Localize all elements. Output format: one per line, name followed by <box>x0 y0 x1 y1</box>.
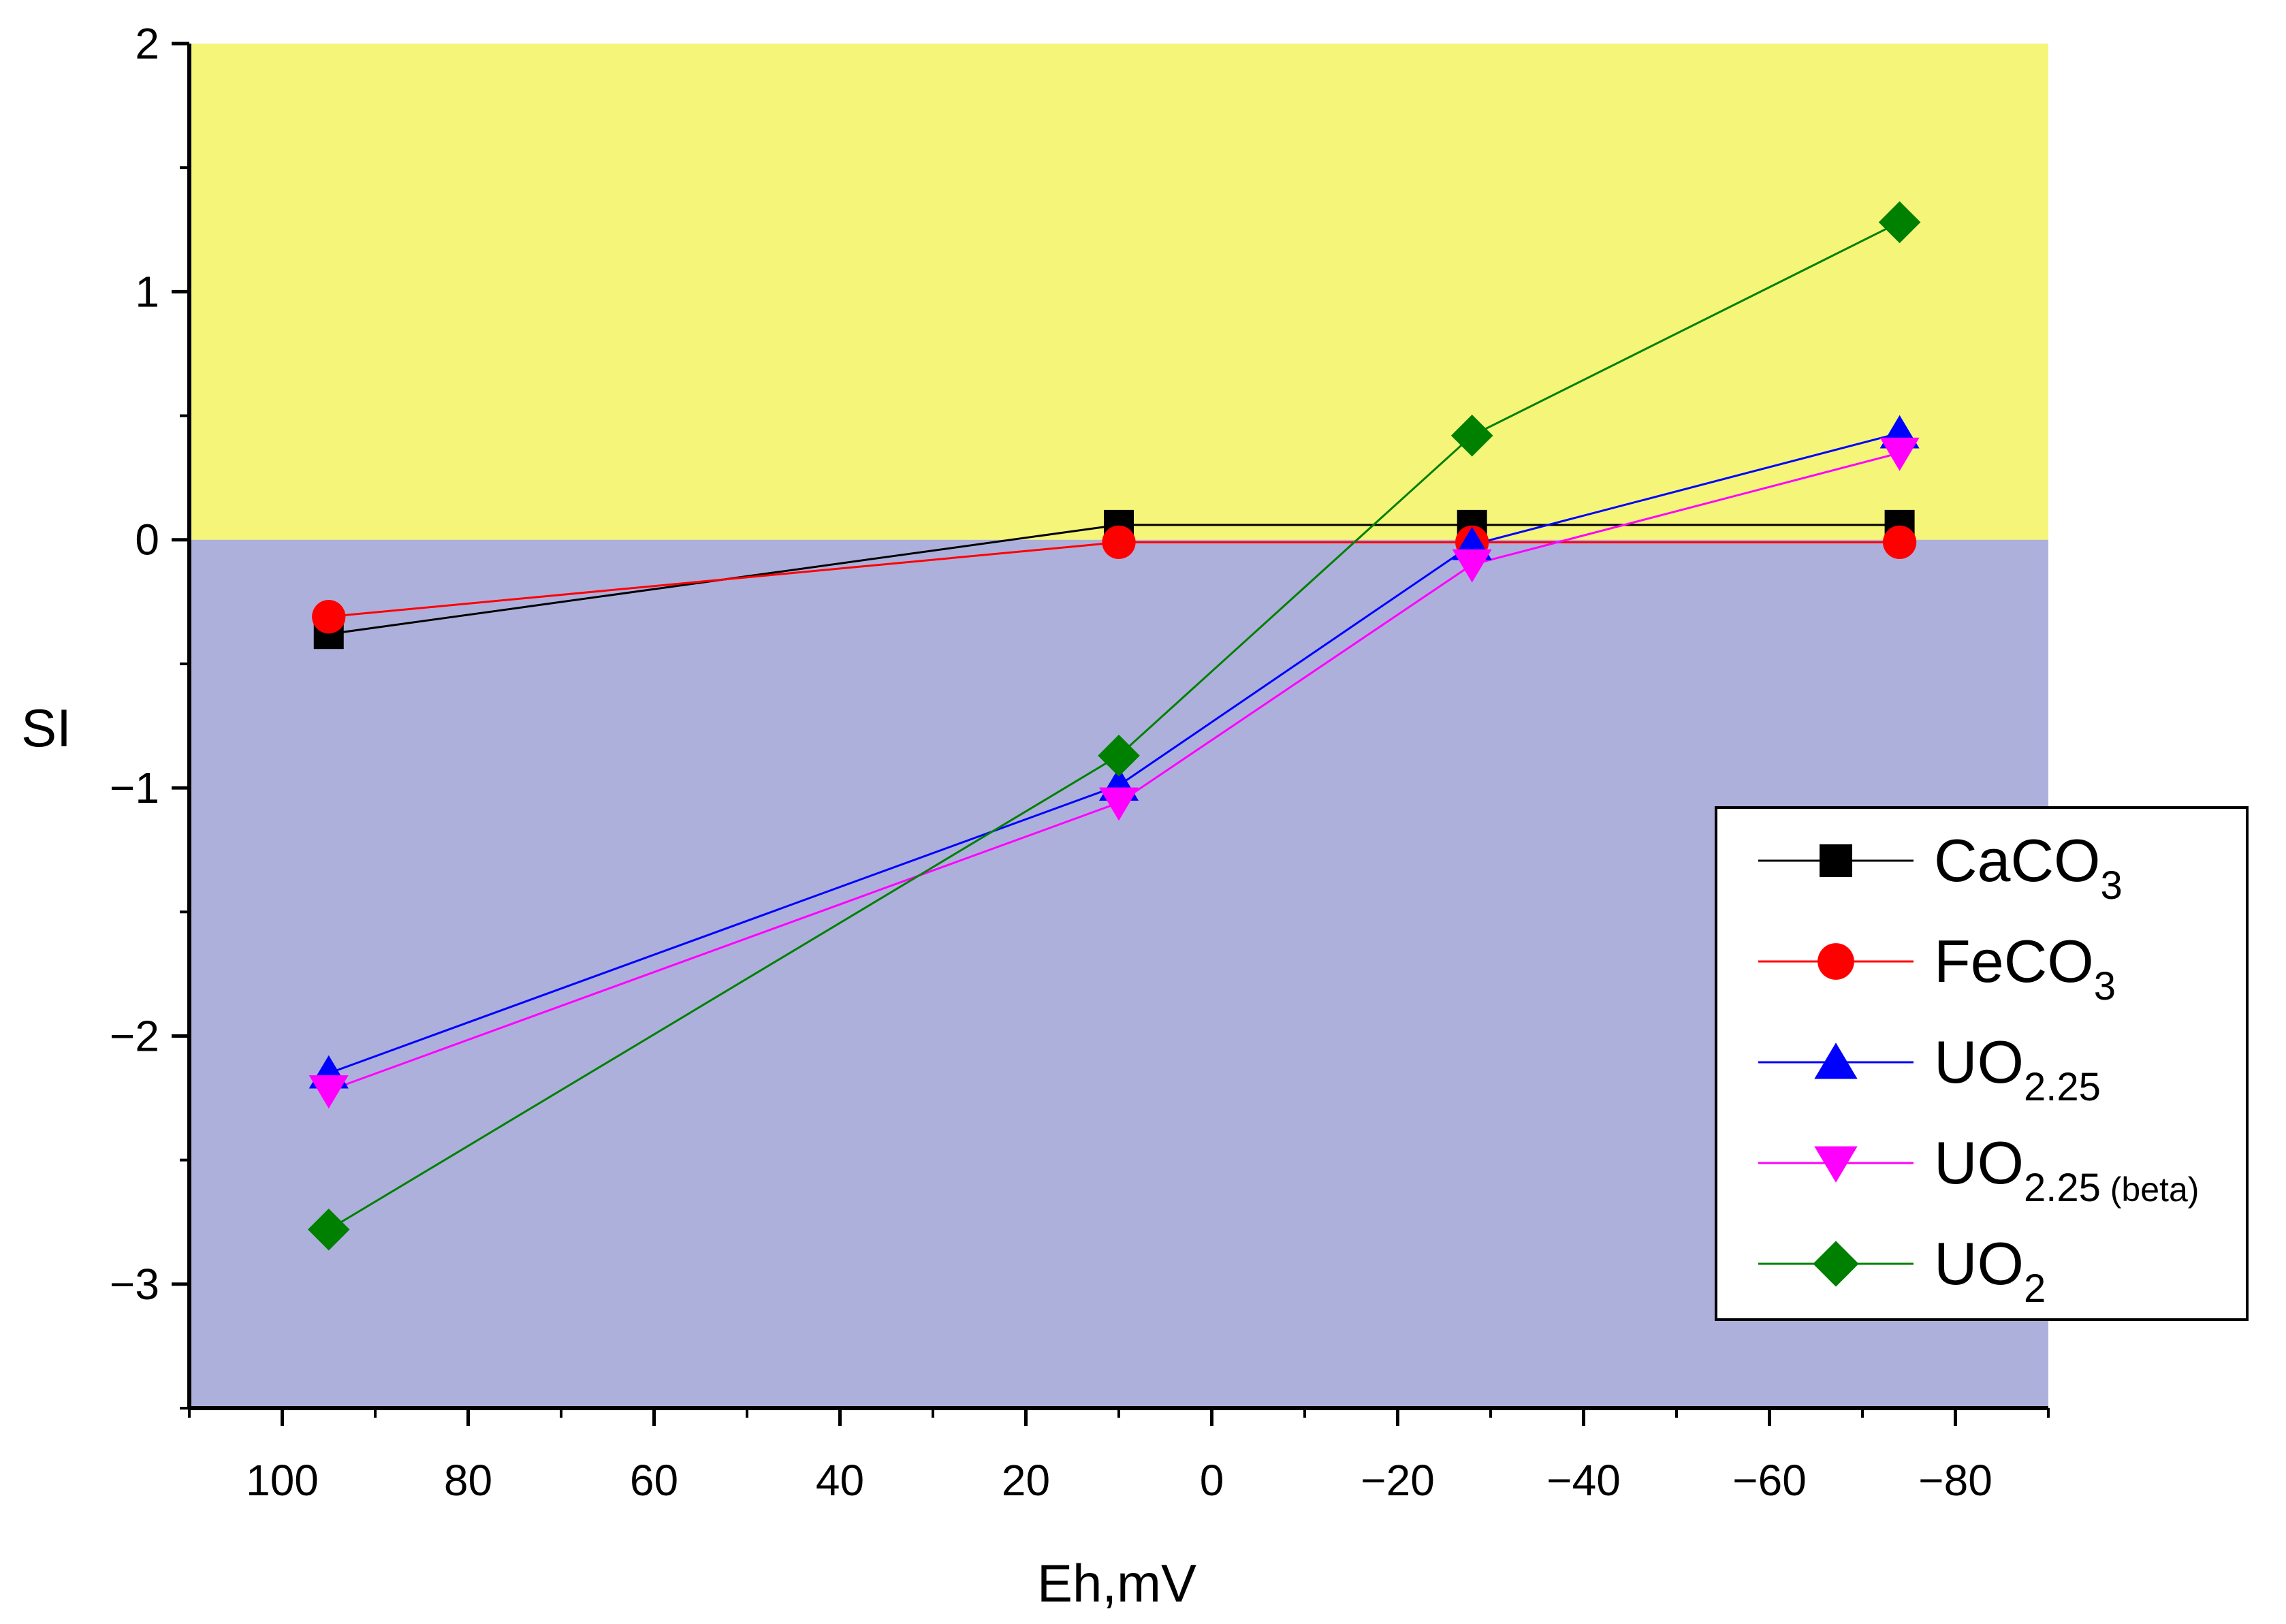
series-line-1 <box>328 541 1900 618</box>
legend-label-subscript: 3 <box>2101 863 2123 908</box>
legend-frame <box>1715 806 2249 1321</box>
x-tick-label: 60 <box>630 1456 678 1505</box>
series-markers <box>307 201 1921 1251</box>
y-tick-label: 2 <box>135 19 159 68</box>
y-tick-label: −3 <box>110 1260 159 1309</box>
series-line-3 <box>328 451 1900 1092</box>
legend-label: CaCO3 <box>1934 827 2123 908</box>
data-point-4-0 <box>307 1208 350 1251</box>
legend-label-subscript: 2.25 <box>2024 1166 2101 1210</box>
legend-marker <box>1814 1146 1858 1183</box>
y-axis-ticks: 2 1 0 −1 −2 −3 <box>110 19 189 1410</box>
x-tick-label: 40 <box>816 1456 864 1505</box>
data-point-4-2 <box>1450 414 1493 457</box>
x-tick-label: 20 <box>1002 1456 1050 1505</box>
y-tick-label: −2 <box>110 1011 159 1060</box>
x-tick-label: −20 <box>1361 1456 1435 1505</box>
legend-label: UO2.25 (beta) <box>1934 1129 2199 1210</box>
legend-label-subscript: 2.25 <box>2024 1065 2101 1109</box>
x-tick-label: −60 <box>1732 1456 1807 1505</box>
legend-marker <box>1814 1042 1858 1079</box>
legend-label-subscript: 2 <box>2024 1267 2046 1311</box>
series-lines <box>328 221 1901 1230</box>
y-tick-label: 1 <box>135 267 159 316</box>
legend-label-main: UO <box>1934 1129 2024 1196</box>
x-axis-ticks: 100 80 60 40 20 0 −20 −40 −60 −80 <box>188 1408 2050 1505</box>
data-point-3-2 <box>1452 549 1492 583</box>
series-line-4 <box>328 221 1901 1230</box>
legend-label-main: FeCO <box>1934 927 2094 995</box>
legend-label-subscript: 3 <box>2094 964 2116 1008</box>
data-point-1-0 <box>312 600 346 634</box>
legend-marker <box>1813 1241 1859 1287</box>
legend-label: FeCO3 <box>1934 927 2116 1008</box>
y-tick-label: −1 <box>110 763 159 812</box>
y-axis-title: SI <box>21 698 72 758</box>
x-tick-label: −40 <box>1546 1456 1621 1505</box>
data-point-3-3 <box>1879 437 1920 471</box>
legend-marker <box>1817 943 1854 980</box>
legend-label: UO2.25 <box>1934 1028 2101 1109</box>
data-point-1-3 <box>1882 525 1917 560</box>
legend-label-main: UO <box>1934 1028 2024 1096</box>
data-point-4-3 <box>1878 201 1921 244</box>
data-point-3-1 <box>1098 787 1139 821</box>
series-line-2 <box>328 432 1900 1074</box>
legend-marker <box>1820 844 1852 877</box>
x-tick-label: −80 <box>1918 1456 1993 1505</box>
x-tick-label: 0 <box>1200 1456 1224 1505</box>
legend-label-subscript-note: (beta) <box>2101 1171 2200 1209</box>
data-point-1-1 <box>1102 525 1136 560</box>
x-axis-title: Eh,mV <box>1037 1553 1196 1613</box>
region-supersaturated <box>189 44 2048 540</box>
data-point-3-0 <box>308 1075 349 1109</box>
legend-label-main: CaCO <box>1934 827 2101 894</box>
legend-label-main: UO <box>1934 1230 2024 1297</box>
y-tick-label: 0 <box>135 515 159 564</box>
x-tick-label: 100 <box>246 1456 319 1505</box>
data-point-4-1 <box>1098 734 1140 777</box>
legend-label: UO2 <box>1934 1230 2046 1311</box>
x-tick-label: 80 <box>444 1456 492 1505</box>
